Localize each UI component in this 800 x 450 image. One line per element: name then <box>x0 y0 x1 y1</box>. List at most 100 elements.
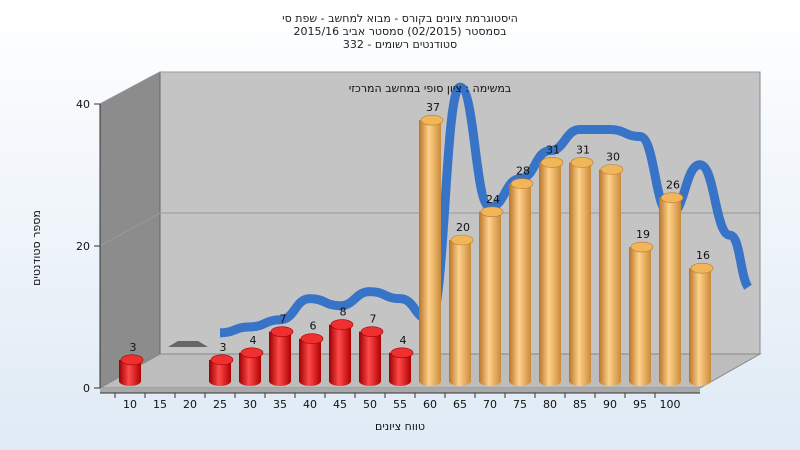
title-line-2: בסמסטר (02/2015) סמסטר אביב 2015/16 <box>293 25 506 38</box>
bar <box>479 206 504 386</box>
x-tick-label: 65 <box>453 398 467 411</box>
bar-body <box>329 324 351 386</box>
title-line-1: היסטוגרמת ציונים בקורס - מבוא למחשב - שפ… <box>282 12 518 25</box>
x-tick-label: 60 <box>423 398 437 411</box>
x-tick-label: 10 <box>123 398 137 411</box>
x-tick-label: 45 <box>333 398 347 411</box>
chart-title: היסטוגרמת ציונים בקורס - מבוא למחשב - שפ… <box>282 12 518 51</box>
x-tick-label: 25 <box>213 398 227 411</box>
bar-value-label: 6 <box>310 320 317 333</box>
bar-value-label: 30 <box>606 151 620 164</box>
y-axis-label: מספר סטודנטים <box>30 210 43 286</box>
title-line-3: סטודנטים רשומים - 332 <box>343 38 457 51</box>
x-axis-label: טווח ציונים <box>375 420 425 433</box>
x-tick-label: 70 <box>483 398 497 411</box>
bar-body <box>209 359 231 386</box>
bar <box>569 157 594 386</box>
bar-top <box>360 326 384 337</box>
bar-top <box>120 354 144 366</box>
bar-top <box>240 347 264 359</box>
bar-value-label: 4 <box>400 334 407 347</box>
bar-value-label: 16 <box>696 249 710 262</box>
bar-body <box>449 240 471 386</box>
bar-top <box>660 192 684 203</box>
bar-body <box>599 169 621 386</box>
bar <box>239 347 264 386</box>
bar-value-label: 4 <box>250 334 257 347</box>
bar-body <box>299 338 321 386</box>
y-tick-label: 40 <box>76 98 90 111</box>
bar <box>119 354 144 386</box>
x-tick-label: 95 <box>633 398 647 411</box>
x-tick-label: 30 <box>243 398 257 411</box>
bar-body <box>419 120 441 387</box>
bar <box>599 164 624 386</box>
bar-value-label: 8 <box>340 306 347 319</box>
bar-top <box>510 178 534 189</box>
bar-body <box>269 331 291 386</box>
bar <box>269 326 294 386</box>
bar-body <box>479 211 501 386</box>
y-tick-label: 20 <box>76 240 90 253</box>
bar-top <box>210 354 234 366</box>
bar-top <box>480 206 504 218</box>
bar <box>659 192 684 386</box>
x-tick-label: 80 <box>543 398 557 411</box>
bar-value-label: 3 <box>220 341 227 354</box>
bar-top <box>540 157 564 168</box>
bar-body <box>629 247 651 386</box>
x-tick-label: 100 <box>660 398 681 411</box>
bar-top <box>690 262 714 274</box>
x-ticks: 10 15 20 25 30 35 40 45 50 55 60 65 70 75 80 85 90 95 100 <box>114 393 681 411</box>
bar <box>299 333 324 386</box>
x-tick-label: 90 <box>603 398 617 411</box>
x-tick-label: 20 <box>183 398 197 411</box>
bar-body <box>539 162 561 386</box>
bar-top <box>630 241 654 253</box>
bar <box>629 241 654 386</box>
y-tick-label: 0 <box>83 382 90 395</box>
x-tick-label: 15 <box>153 398 167 411</box>
bar-body <box>659 197 681 386</box>
bar <box>509 178 534 386</box>
bar <box>449 234 474 386</box>
bar <box>359 326 384 386</box>
x-tick-label: 35 <box>273 398 287 411</box>
bar-top <box>330 319 354 330</box>
bar <box>329 319 354 386</box>
bar-top <box>300 333 324 345</box>
x-tick-label: 50 <box>363 398 377 411</box>
bar-value-label: 20 <box>456 221 470 234</box>
bar-body <box>569 162 591 386</box>
bar-top <box>420 114 444 126</box>
bar-value-label: 31 <box>576 143 590 156</box>
bar <box>389 347 414 386</box>
bar-body <box>389 352 411 386</box>
x-tick-label: 40 <box>303 398 317 411</box>
grid-line-40 <box>99 71 760 105</box>
x-tick-label: 85 <box>573 398 587 411</box>
bar-value-label: 26 <box>666 179 680 192</box>
bar-value-label: 24 <box>486 193 500 206</box>
floor-front-edge <box>100 388 700 393</box>
bar <box>209 354 234 386</box>
bar <box>419 114 444 387</box>
y-ticks: 0 20 40 <box>76 98 100 395</box>
bar-top <box>390 347 414 359</box>
bar-top <box>450 234 474 246</box>
bar-body <box>119 359 141 386</box>
x-tick-label: 75 <box>513 398 527 411</box>
x-tick-label: 55 <box>393 398 407 411</box>
bars: 3 3 4 7 6 8 7 4 37 20 24 28 31 31 30 19 26 16 <box>119 101 714 387</box>
bar-top <box>270 326 294 337</box>
bar-body <box>689 268 711 386</box>
bar-value-label: 31 <box>546 143 560 156</box>
bar-body <box>509 183 531 386</box>
bar-value-label: 7 <box>280 313 287 326</box>
bar <box>539 157 564 386</box>
chart-annotation: במשימה : ציון סופי במחשב המרכזי <box>349 82 512 95</box>
bar-empty <box>168 341 208 347</box>
bar-value-label: 7 <box>370 313 377 326</box>
bar-value-label: 3 <box>130 341 137 354</box>
